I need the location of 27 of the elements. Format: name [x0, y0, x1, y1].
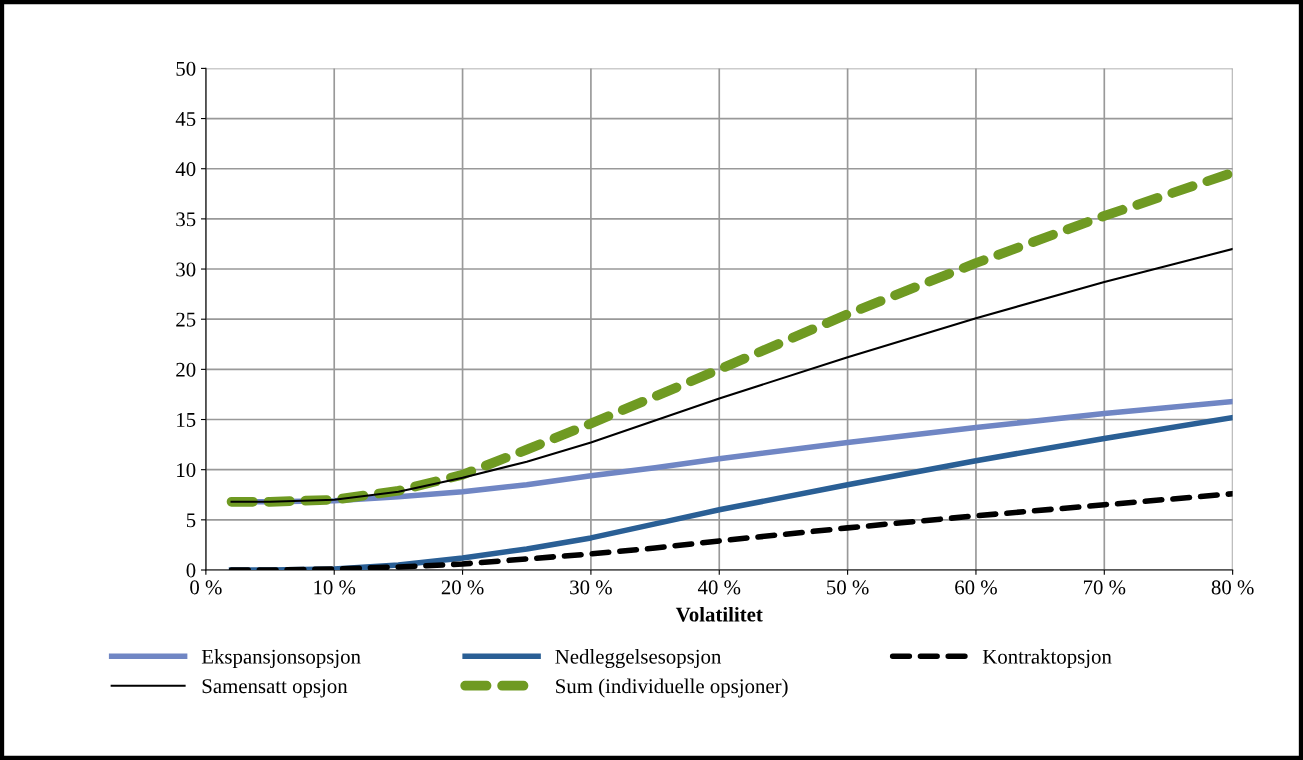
legend-label: Sum (individuelle opsjoner) — [556, 678, 788, 698]
x-tick-label: 60 % — [955, 580, 997, 595]
x-axis-title: Volatilitet — [675, 606, 763, 622]
legend-label: Kontraktopsjon — [982, 649, 1112, 668]
y-tick-label: 50 — [176, 61, 196, 76]
x-tick-label: 0 % — [190, 580, 222, 595]
y-tick-label: 40 — [175, 162, 196, 177]
legend-label: Ekspansjonsopsjon — [201, 649, 361, 668]
line-series — [230, 247, 1233, 503]
legend-label: Nedleggelsesopsjon — [555, 649, 722, 669]
x-tick-label: 20 % — [441, 580, 484, 595]
x-tick-label: 30 % — [570, 580, 612, 595]
y-tick-label: 5 — [186, 513, 196, 528]
y-tick-label: 25 — [176, 312, 196, 327]
x-tick-label: 50 % — [827, 580, 869, 595]
y-tick-label: 15 — [177, 412, 196, 427]
y-tick-label: 20 — [176, 362, 196, 377]
x-tick-label: 10 % — [314, 580, 356, 595]
x-tick-label: 40 % — [697, 580, 741, 595]
y-tick-label: 0 — [186, 563, 196, 578]
y-tick-label: 10 — [177, 463, 196, 478]
y-tick-label: 45 — [175, 112, 196, 126]
x-tick-label: 80 % — [1211, 580, 1254, 595]
x-tick-label: 70 % — [1083, 580, 1126, 595]
legend-label: Samensatt opsjon — [202, 679, 348, 698]
y-tick-label: 30 — [176, 262, 196, 277]
y-tick-label: 35 — [176, 212, 196, 227]
